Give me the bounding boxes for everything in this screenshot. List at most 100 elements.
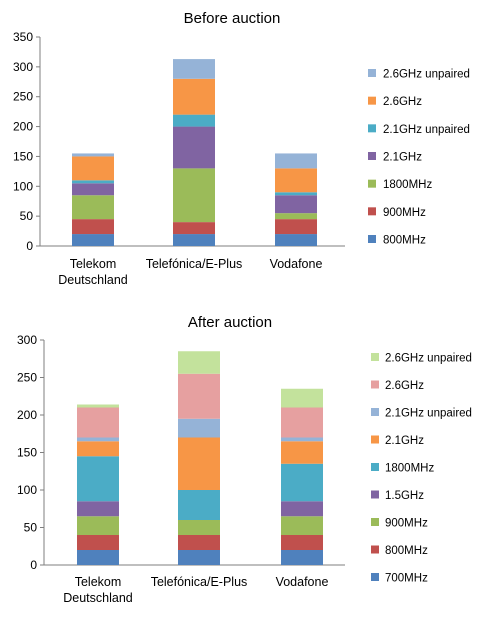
legend-label: 2.1GHz unpaired [383,124,470,136]
legend-swatch [371,545,379,554]
bar-segment [72,183,114,196]
legend-swatch [371,380,379,389]
bar-segment [275,234,317,246]
bar-segment [281,516,323,535]
bar-segment [178,437,220,490]
bar-segment [281,441,323,464]
bar-segment [275,168,317,193]
legend-swatch [371,490,379,499]
bar-segment [178,351,220,374]
bar-segment [173,78,215,115]
bar-segment [275,213,317,220]
bar-segment [178,535,220,550]
legend-label: 2.6GHz unpaired [385,353,472,365]
bar-segment [275,219,317,235]
bar-segment [72,219,114,235]
bar-segment [173,222,215,235]
legend-swatch [371,573,379,581]
legend-swatch [371,518,379,526]
legend-swatch [368,96,376,105]
chart-title: After auction [188,314,272,331]
bar-segment [77,535,119,550]
bar-segment [77,501,119,517]
bar-segment [173,59,215,79]
y-tick-label: 200 [13,120,33,134]
bar-segment [173,234,215,246]
bar-segment [275,153,317,169]
legend-label: 1.5GHz [385,490,424,502]
bar-segment [178,490,220,520]
y-tick-label: 350 [13,30,33,44]
legend-swatch [368,207,376,216]
bar-segment [281,463,323,502]
category-label: Telekom [70,257,117,271]
legend-label: 2.6GHz unpaired [383,69,470,81]
bar-segment [77,550,119,565]
bar-segment [275,195,317,214]
category-label: Telefónica/E-Plus [151,575,248,589]
bar-segment [178,550,220,565]
bar-segment [275,192,317,196]
bar-segment [178,373,220,419]
y-tick-label: 0 [30,558,37,572]
legend-label: 900MHz [383,207,426,219]
y-tick-label: 50 [20,209,34,223]
legend-label: 2.1GHz [385,435,424,447]
legend-label: 1800MHz [383,179,432,191]
legend-swatch [371,435,379,444]
bar-segment [281,535,323,550]
legend-swatch [371,353,379,361]
legend-swatch [368,235,376,243]
bar-segment [72,195,114,220]
bar-segment [72,180,114,184]
legend-swatch [368,152,376,160]
bar-segment [281,388,323,408]
bar-segment [173,114,215,127]
chart-1: Before auction 0 50 100 150 200 250 300 350 Telek… [13,10,470,287]
legend-label: 2.1GHz unpaired [385,408,472,420]
legend-swatch [368,124,376,133]
bar-segment [72,156,114,181]
bar-segment [178,520,220,535]
legend-swatch [371,463,379,471]
y-tick-label: 150 [13,149,33,163]
bar-segment [281,437,323,442]
bar-segment [77,516,119,535]
legend-label: 2.6GHz [383,96,422,108]
category-label: Telekom [75,575,122,589]
category-label: Telefónica/E-Plus [146,257,243,271]
y-tick-label: 150 [17,446,37,460]
bar-segment [77,404,119,408]
bar-segment [77,437,119,442]
legend-label: 700MHz [385,573,428,585]
bar-segment [173,126,215,169]
chart-2: After auction 0 50 100 150 200 250 300 Telekom De… [17,314,472,605]
y-tick-label: 200 [17,408,37,422]
bar-segment [281,407,323,438]
bar-segment [72,234,114,246]
bar-segment [178,418,220,438]
y-tick-label: 300 [13,60,33,74]
legend-label: 800MHz [385,545,428,557]
y-tick-label: 100 [17,483,37,497]
bar-segment [77,456,119,502]
y-tick-label: 100 [13,179,33,193]
y-tick-label: 250 [17,371,37,385]
bar-segment [77,441,119,457]
bar-segment [281,501,323,517]
chart-title: Before auction [184,10,281,27]
bar-segment [77,407,119,438]
category-label: Vodafone [276,575,329,589]
bar-segment [72,153,114,157]
category-label: Vodafone [270,257,323,271]
legend-swatch [371,408,379,416]
legend-label: 1800MHz [385,463,434,475]
y-tick-label: 250 [13,90,33,104]
category-label: Deutschland [63,591,133,605]
bar-segment [281,550,323,565]
legend-label: 2.6GHz [385,380,424,392]
legend-swatch [368,69,376,77]
legend-label: 800MHz [383,235,426,247]
